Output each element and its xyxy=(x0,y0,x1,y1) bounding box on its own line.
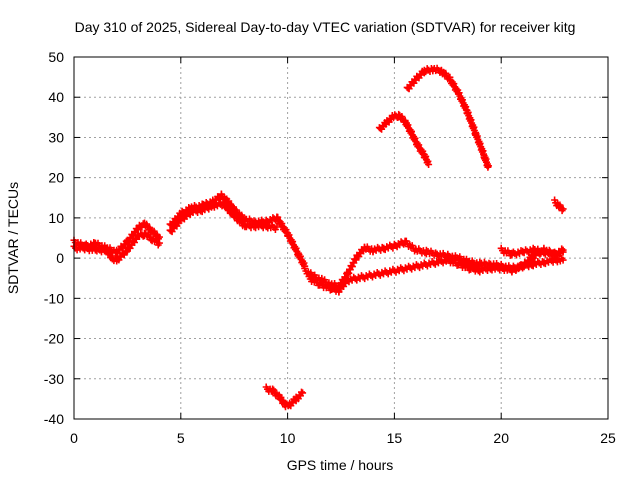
data-point xyxy=(559,205,567,213)
y-tick-label: -10 xyxy=(44,290,64,306)
chart-title: Day 310 of 2025, Sidereal Day-to-day VTE… xyxy=(75,19,576,35)
data-point xyxy=(273,223,281,231)
series-arc-g xyxy=(403,64,492,171)
data-points xyxy=(70,64,567,411)
axis-ticks: 0 5 10 15 20 25 -40 -30 -20 -10 0 10 20 30 40 50 xyxy=(44,49,616,446)
data-point xyxy=(559,248,567,256)
y-tick-label: 10 xyxy=(48,210,64,226)
y-axis-label: SDTVAR / TECUs xyxy=(5,182,21,294)
series-arc-a-lower xyxy=(70,229,163,265)
series-arc-e xyxy=(262,383,307,411)
data-point xyxy=(299,389,307,397)
data-point xyxy=(528,255,536,263)
y-tick-label: -30 xyxy=(44,371,64,387)
x-axis-label: GPS time / hours xyxy=(287,457,394,473)
y-tick-label: 30 xyxy=(48,129,64,145)
series-arc-b xyxy=(166,190,309,270)
series-arc-h xyxy=(551,196,567,215)
y-tick-label: 40 xyxy=(48,89,64,105)
x-tick-label: 25 xyxy=(600,430,616,446)
data-point xyxy=(484,162,492,170)
series-arc-d xyxy=(497,244,567,260)
plot-frame xyxy=(73,56,609,420)
data-point xyxy=(558,247,566,255)
x-tick-label: 0 xyxy=(70,430,78,446)
y-tick-label: 50 xyxy=(48,49,64,65)
series-arc-b-lower xyxy=(166,198,281,236)
data-point xyxy=(155,233,163,241)
data-point xyxy=(122,248,130,256)
x-tick-label: 15 xyxy=(387,430,403,446)
series-arc-f xyxy=(375,110,433,168)
x-tick-label: 20 xyxy=(493,430,509,446)
y-tick-label: -20 xyxy=(44,331,64,347)
y-tick-label: -40 xyxy=(44,411,64,427)
data-point xyxy=(425,161,433,168)
data-point xyxy=(559,256,567,264)
x-tick-label: 10 xyxy=(280,430,296,446)
y-tick-label: 0 xyxy=(56,250,64,266)
x-tick-label: 5 xyxy=(177,430,185,446)
data-point xyxy=(155,239,163,247)
y-tick-label: 20 xyxy=(48,170,64,186)
